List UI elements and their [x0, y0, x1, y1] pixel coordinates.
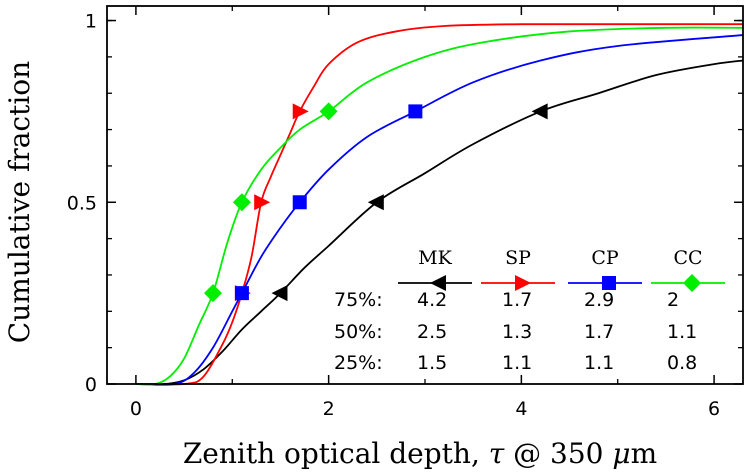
data-point-mk — [271, 285, 288, 302]
series-line-mk — [135, 59, 744, 386]
series-line-cc — [135, 26, 744, 386]
x-tick-label: 6 — [708, 398, 720, 420]
data-point-cc — [319, 102, 338, 121]
y-axis-title: Cumulative fraction — [3, 61, 36, 343]
y-tick-label: 0.5 — [67, 192, 97, 214]
legend-value-mk: 2.5 — [417, 321, 447, 343]
series-line-sp — [135, 23, 743, 386]
legend-marker-mk — [430, 275, 446, 291]
x-axis-title-unit: m — [631, 437, 658, 470]
legend-row-label: 50%: — [334, 321, 383, 343]
legend-value-cc: 0.8 — [667, 352, 697, 374]
legend-label-cc: CC — [673, 247, 702, 269]
data-point-cp — [408, 104, 423, 119]
legend-value-cc: 1.1 — [667, 321, 697, 343]
x-axis-title-suffix: @ 350 — [504, 437, 612, 470]
legend-marker-cc — [683, 274, 701, 292]
y-tick-label: 0 — [85, 374, 97, 396]
legend-label-mk: MK — [418, 247, 452, 269]
data-point-cc — [204, 284, 222, 303]
data-point-mk — [531, 103, 548, 120]
legend-value-sp: 1.7 — [502, 289, 532, 311]
legend-value-cp: 1.1 — [584, 352, 614, 374]
legend-row-label: 75%: — [334, 289, 383, 311]
y-tick-label: 1 — [85, 11, 97, 33]
data-point-mk — [367, 194, 384, 211]
legend-label-cp: CP — [591, 247, 619, 269]
legend-marker-cp — [602, 276, 616, 290]
series-markers — [204, 102, 548, 303]
legend: MK 4.2 2.5 1.5 SP 1.7 1.3 1.1 CP 2.9 1.7 1.1 CC 2 1.1 0… — [334, 247, 725, 374]
legend-row-label: 25%: — [334, 352, 383, 374]
legend-value-cc: 2 — [667, 289, 679, 311]
x-axis-title-prefix: Zenith optical depth, — [183, 437, 489, 470]
legend-value-sp: 1.1 — [502, 352, 532, 374]
data-point-cc — [232, 193, 251, 212]
x-axis-title: Zenith optical depth, τ @ 350 μm — [183, 437, 657, 470]
legend-value-mk: 1.5 — [417, 352, 447, 374]
x-axis-title-symbol: τ — [489, 437, 505, 470]
tick-labels: 0 2 4 6 0 0.5 1 — [67, 11, 720, 420]
legend-value-cp: 2.9 — [584, 289, 614, 311]
x-axis-title-unit-symbol: μ — [612, 437, 630, 470]
x-tick-label: 4 — [515, 398, 527, 420]
legend-label-sp: SP — [505, 247, 531, 269]
x-tick-label: 2 — [323, 398, 335, 420]
legend-value-sp: 1.3 — [502, 321, 532, 343]
data-point-sp — [254, 194, 271, 211]
data-point-cp — [292, 195, 307, 210]
axis-ticks — [107, 6, 743, 385]
legend-marker-sp — [515, 275, 531, 291]
legend-value-mk: 4.2 — [417, 289, 447, 311]
data-point-cp — [234, 286, 249, 301]
data-point-sp — [292, 103, 309, 120]
x-tick-label: 0 — [130, 398, 142, 420]
legend-value-cp: 1.7 — [584, 321, 614, 343]
